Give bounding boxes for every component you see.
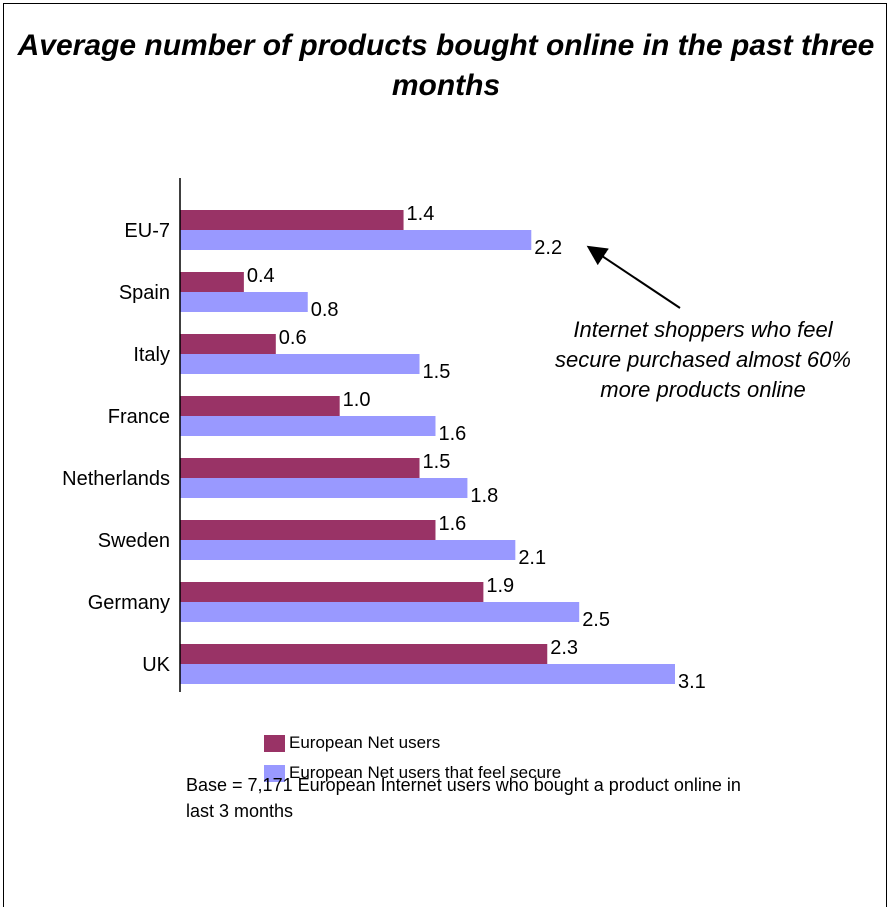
category-label-spain: Spain bbox=[119, 282, 170, 304]
category-label-eu-7: EU-7 bbox=[124, 220, 170, 242]
bar-eu-7-series-2 bbox=[180, 230, 532, 250]
value-label-netherlands-series-2: 1.8 bbox=[470, 485, 498, 507]
value-label-germany-series-1: 1.9 bbox=[486, 575, 514, 597]
value-label-sweden-series-1: 1.6 bbox=[438, 513, 466, 535]
value-label-germany-series-2: 2.5 bbox=[582, 609, 610, 631]
bar-sweden-series-2 bbox=[180, 540, 516, 560]
footnote: Base = 7,171 European Internet users who… bbox=[186, 775, 741, 821]
legend-swatch-secure-users bbox=[264, 764, 285, 782]
legend: European Net users European Net users th… bbox=[264, 728, 561, 788]
value-label-sweden-series-2: 2.1 bbox=[518, 547, 546, 569]
bar-france-series-2 bbox=[180, 416, 436, 436]
bar-netherlands-series-2 bbox=[180, 478, 468, 498]
value-label-uk-series-1: 2.3 bbox=[550, 637, 578, 659]
legend-label-secure-users: European Net users that feel secure bbox=[289, 763, 562, 782]
legend-item-secure-users: European Net users that feel secure bbox=[264, 758, 561, 788]
chart-title: Average number of products bought online… bbox=[17, 29, 875, 102]
value-labels-group: 1.42.20.40.80.61.51.01.61.51.81.62.11.92… bbox=[247, 203, 706, 693]
bar-uk-series-1 bbox=[180, 644, 548, 664]
value-label-italy-series-2: 1.5 bbox=[423, 361, 451, 383]
legend-item-net-users: European Net users bbox=[264, 728, 561, 758]
value-label-eu-7-series-2: 2.2 bbox=[534, 237, 562, 259]
value-label-netherlands-series-1: 1.5 bbox=[423, 451, 451, 473]
category-label-uk: UK bbox=[142, 654, 170, 676]
bar-netherlands-series-1 bbox=[180, 458, 420, 478]
value-label-france-series-1: 1.0 bbox=[343, 389, 371, 411]
annotation-arrow bbox=[586, 245, 681, 309]
bars-group bbox=[180, 210, 675, 684]
bar-spain-series-1 bbox=[180, 272, 244, 292]
bar-eu-7-series-1 bbox=[180, 210, 404, 230]
value-label-uk-series-2: 3.1 bbox=[678, 671, 706, 693]
category-label-france: France bbox=[108, 406, 170, 428]
category-label-netherlands: Netherlands bbox=[62, 468, 170, 490]
value-label-italy-series-1: 0.6 bbox=[279, 327, 307, 349]
category-label-sweden: Sweden bbox=[98, 530, 170, 552]
bar-germany-series-2 bbox=[180, 602, 580, 622]
category-labels-group: EU-7 Spain Italy France Netherlands Sweden Ger… bbox=[62, 220, 170, 676]
value-label-spain-series-1: 0.4 bbox=[247, 265, 275, 287]
value-label-france-series-2: 1.6 bbox=[438, 423, 466, 445]
bar-spain-series-2 bbox=[180, 292, 308, 312]
bar-uk-series-2 bbox=[180, 664, 675, 684]
value-label-spain-series-2: 0.8 bbox=[311, 299, 339, 321]
category-label-germany: Germany bbox=[88, 592, 170, 614]
bar-italy-series-1 bbox=[180, 334, 276, 354]
value-label-eu-7-series-1: 1.4 bbox=[407, 203, 435, 225]
bar-italy-series-2 bbox=[180, 354, 420, 374]
bar-sweden-series-1 bbox=[180, 520, 436, 540]
annotation-text: Internet shoppers who feel secure purcha… bbox=[555, 317, 851, 402]
bar-germany-series-1 bbox=[180, 582, 484, 602]
bar-france-series-1 bbox=[180, 396, 340, 416]
chart-frame bbox=[3, 3, 887, 907]
category-label-italy: Italy bbox=[133, 344, 170, 366]
legend-label-net-users: European Net users bbox=[289, 733, 441, 752]
legend-swatch-net-users bbox=[264, 734, 285, 752]
